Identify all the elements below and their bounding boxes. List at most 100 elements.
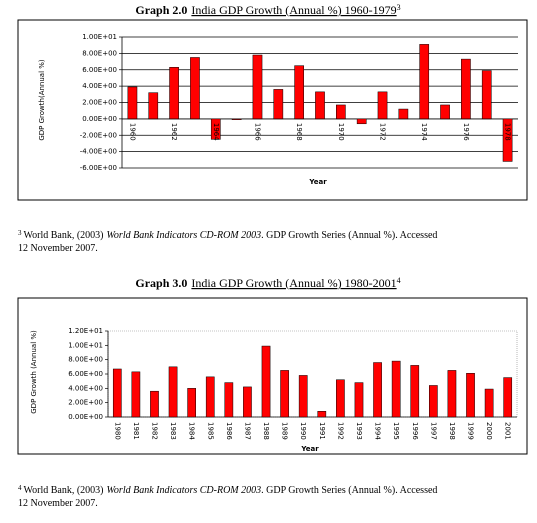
bar [461,58,471,120]
bar [169,67,179,120]
y-tick-label: 1.20E+01 [68,327,103,335]
x-tick-label: 1999 [467,422,475,440]
bar [148,92,159,120]
y-tick-label: -4.00E+00 [80,148,117,156]
y-tick-label: 2.00E+00 [68,399,103,407]
x-tick-label: 1978 [504,123,512,141]
bar [224,382,234,418]
x-tick-label: 2000 [485,422,493,440]
x-tick-label: 1964 [212,123,220,141]
chart-heading: Graph 2.0 India GDP Growth (Annual %) 196… [135,3,400,17]
x-tick-label: 1960 [128,123,136,141]
x-tick-label: 1968 [295,123,303,141]
x-tick-label: 1980 [113,422,121,440]
y-tick-label: 8.00E+00 [68,356,103,364]
bar [231,118,242,120]
bar [440,104,450,120]
bar [503,377,513,418]
x-tick-label: 1983 [169,422,177,440]
chart-heading: Graph 3.0 India GDP Growth (Annual %) 198… [135,276,400,290]
bar [127,86,138,120]
chart-frame [17,19,528,201]
y-tick-label: 0.00E+00 [82,115,117,123]
bar [447,370,457,418]
y-tick-label: 4.00E+00 [68,384,103,392]
bar [252,54,263,120]
x-tick-label: 1991 [318,422,326,440]
y-tick-label: 0.00E+00 [68,413,103,421]
y-tick-label: 6.00E+00 [68,370,103,378]
chart-title: India GDP Growth (Annual %) 1960-1979 [191,3,396,17]
bar [294,65,304,120]
y-tick-label: -2.00E+00 [80,131,117,139]
bar [131,371,141,418]
footnote-source: World Bank, (2003) [24,485,104,496]
x-tick-label: 1998 [448,422,456,440]
chart-label: Graph 2.0 [135,3,187,17]
x-tick-label: 1989 [281,422,289,440]
bar [261,345,271,418]
x-tick-label: 1976 [462,123,470,141]
y-tick-label: 4.00E+00 [82,82,117,90]
bar [336,379,345,418]
y-axis-label: GDP Growth (Annual %) [30,330,38,414]
bar [273,89,284,120]
y-tick-label: 2.00E+00 [82,99,117,107]
bar [317,411,327,418]
x-tick-label: 2001 [504,422,512,440]
bar [398,108,409,120]
x-axis-label: Year [308,178,327,186]
footnote-ref: 3 [397,3,401,12]
y-tick-label: 1.00E+01 [82,33,117,41]
chart-title: India GDP Growth (Annual %) 1980-2001 [191,276,396,290]
bar [315,91,325,120]
bar [391,360,401,418]
bar [502,118,513,162]
x-tick-label: 1986 [225,422,233,440]
x-axis-label: Year [300,445,319,453]
footnote: 4 World Bank, (2003) World Bank Indicators… [18,484,437,496]
bar [150,390,159,418]
bar [205,376,215,418]
bar [419,44,430,120]
bar [280,370,289,418]
footnote-text: . GDP Growth Series (Annual %). Accessed [261,485,437,496]
y-tick-label: -6.00E+00 [80,164,117,172]
bar [377,91,388,120]
x-tick-label: 1984 [188,422,196,440]
x-tick-label: 1988 [262,422,270,440]
bar [112,368,122,418]
bar [466,373,475,418]
footnote-title: World Bank Indicators CD-ROM 2003 [107,485,262,496]
bar [484,388,494,418]
bar [210,118,221,140]
y-tick-label: 6.00E+00 [82,66,117,74]
bar [187,388,196,418]
x-tick-label: 1995 [392,422,400,440]
bar [336,104,346,120]
x-tick-label: 1970 [337,123,345,141]
bar [373,362,382,418]
footnote: 3 World Bank, (2003) World Bank Indicators… [18,229,437,241]
bar [429,385,438,418]
bar [356,118,367,125]
bar [190,57,200,120]
y-tick-label: 1.00E+01 [68,341,103,349]
bar [168,366,178,418]
x-tick-label: 1996 [411,422,419,440]
footnote-ref: 4 [397,276,401,285]
footnote-date: 12 November 2007. [18,498,98,509]
footnote-mark: 3 [18,229,22,237]
footnote-mark: 4 [18,484,22,492]
x-tick-label: 1966 [253,123,261,141]
chart-frame [17,297,528,455]
bar [481,70,492,120]
footnote-text: . GDP Growth Series (Annual %). Accessed [261,230,437,241]
x-tick-label: 1992 [336,422,344,440]
x-tick-label: 1962 [170,123,178,141]
x-tick-label: 1981 [132,422,140,440]
x-tick-label: 1987 [243,422,251,440]
x-tick-label: 1985 [206,422,214,440]
x-tick-label: 1990 [299,422,307,440]
